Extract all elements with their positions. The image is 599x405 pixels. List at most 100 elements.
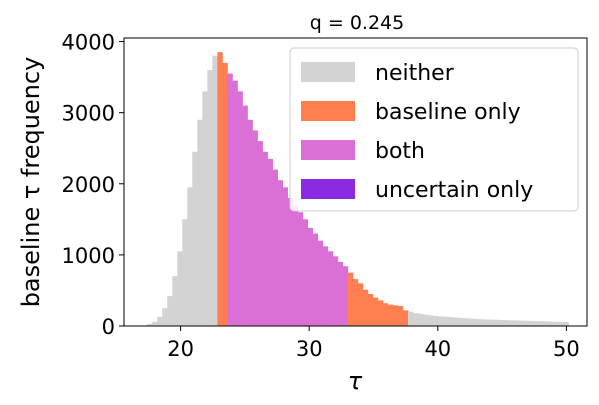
histogram-bar: [503, 320, 509, 326]
histogram-bar: [543, 321, 549, 326]
histogram-bar: [187, 187, 193, 326]
histogram-bar: [493, 319, 499, 326]
histogram-bar: [458, 317, 464, 326]
histogram-bar: [362, 289, 369, 326]
histogram-bar: [332, 256, 339, 326]
y-axis-ticks: 0 1000 2000 3000 4000: [62, 31, 124, 339]
histogram-bar: [558, 321, 564, 326]
y-axis-label: baseline τ frequency: [17, 57, 45, 308]
histogram-bar: [397, 306, 404, 326]
legend-label: both: [375, 139, 425, 164]
histogram-bar: [563, 322, 569, 326]
x-tick-label: 20: [167, 337, 194, 361]
histogram-bar: [147, 323, 153, 326]
histogram-bar: [217, 52, 223, 326]
histogram-bar: [312, 233, 319, 326]
histogram-bar: [237, 91, 243, 326]
histogram-bar: [518, 320, 524, 326]
histogram-bar: [412, 313, 419, 326]
legend-swatch: [301, 101, 355, 121]
histogram-bar: [483, 319, 489, 326]
histogram-bar: [548, 321, 554, 326]
histogram-bar: [297, 212, 304, 326]
histogram-bar: [272, 169, 278, 326]
histogram-bar: [257, 141, 263, 326]
histogram-bar: [247, 119, 253, 326]
histogram-bar: [468, 318, 474, 326]
histogram-bar: [262, 151, 268, 326]
legend: neither baseline only both uncertain only: [289, 47, 579, 212]
histogram-bar: [342, 266, 349, 326]
histogram-bar: [387, 304, 394, 326]
histogram-bar: [478, 319, 484, 326]
histogram-bar: [382, 303, 389, 326]
histogram-bar: [302, 219, 309, 326]
histogram-bar: [407, 311, 414, 326]
legend-swatch: [301, 179, 355, 199]
histogram-bar: [317, 240, 324, 326]
histogram-bar: [242, 105, 248, 326]
histogram-bar: [162, 308, 168, 326]
histogram-bar: [443, 316, 449, 326]
legend-swatch: [301, 140, 355, 160]
histogram-bar: [192, 151, 198, 326]
histogram-bar: [372, 297, 379, 326]
histogram-bar: [152, 321, 158, 326]
histogram-bar: [488, 319, 494, 326]
histogram-bar: [337, 262, 344, 326]
histogram-bar: [307, 227, 314, 326]
histogram-bar: [222, 62, 228, 326]
y-tick-label: 0: [102, 315, 115, 339]
histogram-bar: [197, 119, 203, 326]
x-tick-label: 40: [424, 337, 451, 361]
histogram-bar: [498, 319, 504, 326]
histogram-bar: [508, 320, 514, 326]
histogram-bar: [357, 283, 364, 326]
y-tick-label: 3000: [62, 102, 115, 126]
x-tick-label: 30: [296, 337, 323, 361]
y-tick-label: 1000: [62, 244, 115, 268]
x-axis-label: τ: [348, 367, 363, 395]
histogram-bar: [418, 313, 424, 326]
histogram-bar: [347, 272, 354, 326]
histogram-bar: [513, 320, 519, 326]
x-tick-label: 50: [553, 337, 580, 361]
histogram-bar: [182, 219, 188, 326]
histogram-bar: [377, 300, 384, 326]
histogram-bar: [473, 318, 479, 326]
histogram-bar: [177, 251, 183, 326]
histogram-bar: [212, 55, 218, 326]
histogram-bar: [352, 279, 359, 326]
y-tick-label: 2000: [62, 173, 115, 197]
plot-frame: [123, 37, 588, 327]
histogram-bar: [448, 317, 454, 326]
histogram-bar: [157, 316, 163, 326]
histogram-bar: [423, 314, 429, 326]
y-tick-label: 4000: [62, 31, 115, 55]
histogram-bar: [292, 205, 299, 326]
legend-label: baseline only: [375, 100, 521, 125]
histogram-bar: [287, 198, 294, 326]
histogram-bar: [252, 130, 258, 326]
histogram-bar: [392, 305, 399, 326]
histogram-bar: [202, 91, 208, 326]
histogram-bar: [282, 187, 288, 326]
legend-swatch: [301, 62, 355, 82]
histogram-bar: [433, 316, 439, 326]
chart-title: q = 0.245: [310, 12, 404, 34]
histogram-bars: [147, 52, 569, 326]
histogram-bar: [538, 321, 544, 326]
histogram-bar: [232, 80, 238, 326]
histogram-bar: [227, 73, 233, 326]
histogram-bar: [322, 246, 329, 326]
histogram-bar: [267, 158, 273, 326]
histogram-bar: [528, 320, 534, 326]
histogram-bar: [172, 276, 178, 326]
histogram-bar: [207, 70, 213, 326]
histogram-bar: [553, 321, 559, 326]
histogram-bar: [428, 315, 434, 326]
histogram-bar: [533, 321, 539, 326]
histogram-bar: [438, 316, 444, 326]
legend-box: [289, 47, 579, 212]
